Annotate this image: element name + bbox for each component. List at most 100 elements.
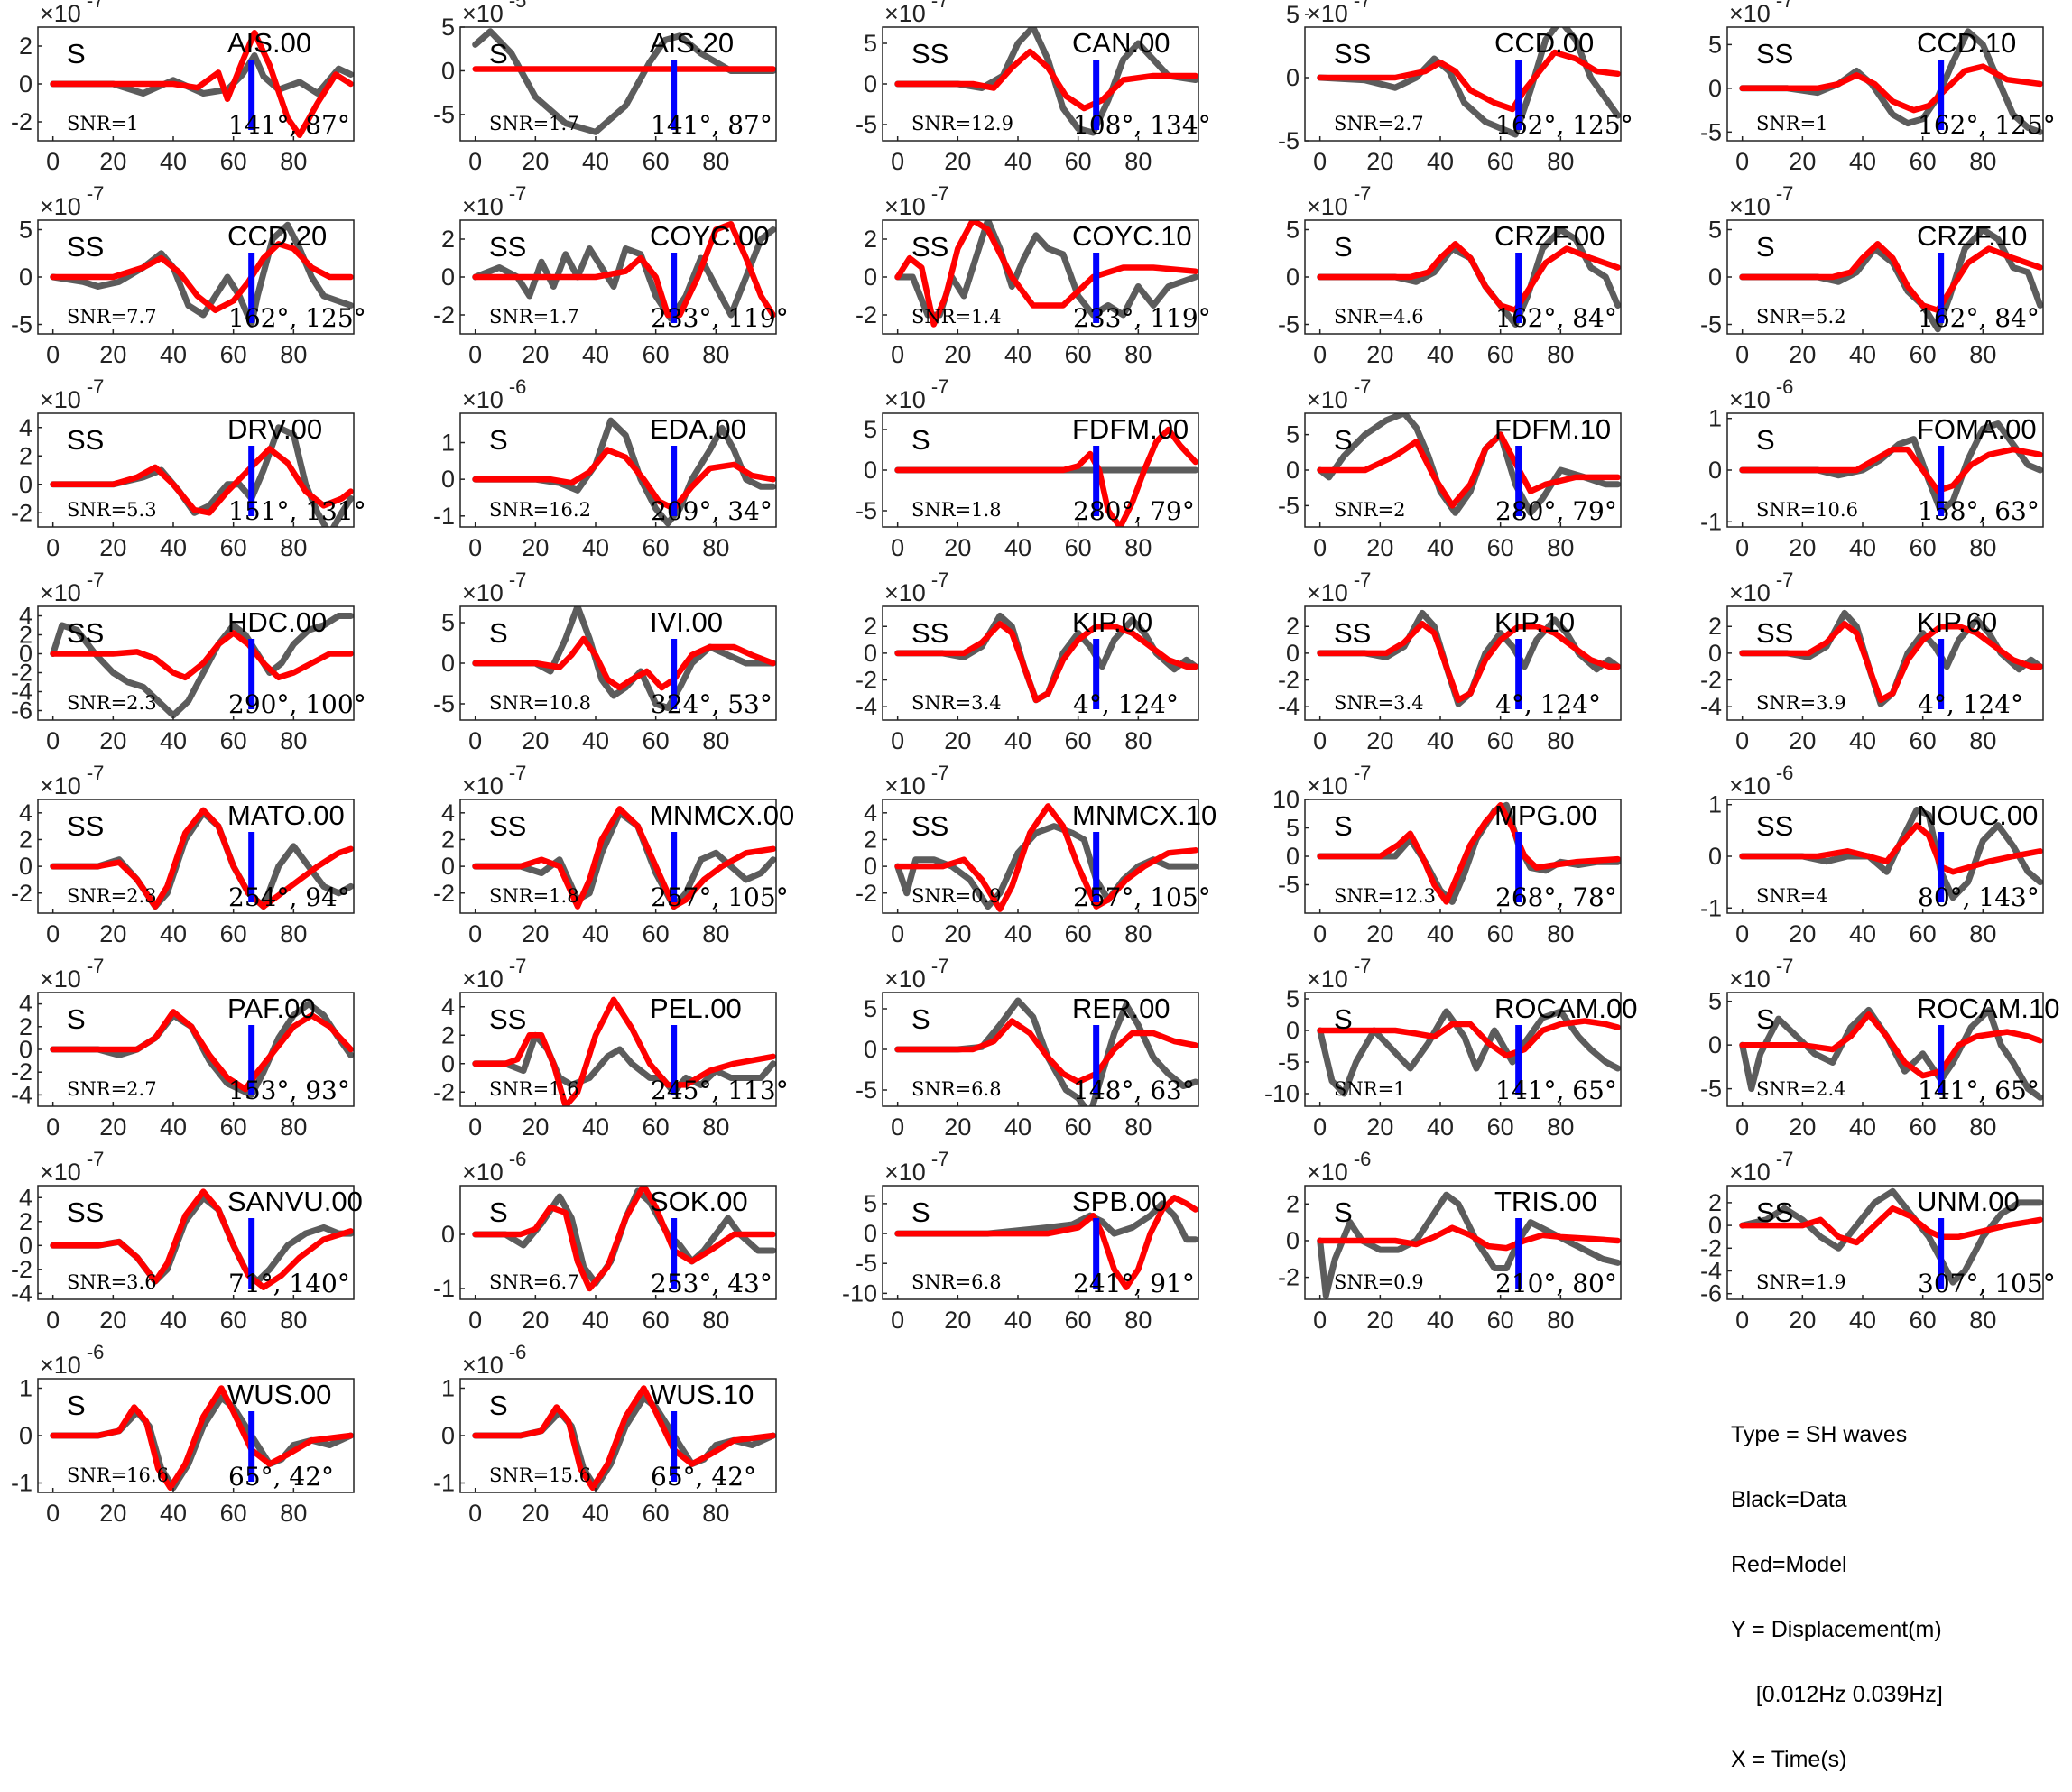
axis-multiplier: ×10 -7 <box>1307 182 1371 220</box>
azimuth-label: 210°, 80° <box>1495 1269 1617 1298</box>
axis-multiplier: ×10 -7 <box>462 762 526 799</box>
x-tick-label: 40 <box>160 341 187 368</box>
axis-exponent: -7 <box>1354 955 1372 977</box>
x-tick-label: 0 <box>1735 534 1749 561</box>
x-tick-label: 80 <box>1124 1113 1152 1141</box>
panel-foma-00: 0 20 40 60 80 -1 0 1 ×10 -6 S FOMA.00 SNR=10.6 158°, … <box>1700 375 2044 561</box>
axis-exponent: -7 <box>931 182 949 205</box>
station-label: CAN.00 <box>1072 27 1170 59</box>
x-tick-label: 0 <box>468 727 482 754</box>
x-tick-label: 20 <box>99 1500 126 1527</box>
azimuth-label: 245°, 113° <box>651 1076 789 1105</box>
axis-multiplier: ×10 -6 <box>1729 762 1793 799</box>
x-tick-label: 80 <box>1124 534 1152 561</box>
legend-band: [0.012Hz 0.039Hz] <box>1731 1682 1943 1707</box>
phase-label: S <box>489 1196 508 1228</box>
model-trace <box>894 621 1198 704</box>
x-tick-label: 40 <box>160 727 187 754</box>
model-trace <box>894 426 1198 527</box>
x-tick-label: 80 <box>702 534 729 561</box>
azimuth-label: 280°, 79° <box>1073 496 1195 526</box>
axes-box <box>459 26 777 142</box>
data-trace <box>894 823 1198 910</box>
station-label: IVI.00 <box>650 606 723 638</box>
y-tick-label: 0 <box>19 263 32 291</box>
x-tick-label: 0 <box>1313 1113 1327 1141</box>
model-trace <box>472 1186 776 1292</box>
x-tick-label: 40 <box>160 148 187 175</box>
x-tick-label: 20 <box>1789 534 1816 561</box>
model-trace <box>1739 822 2043 875</box>
x-tick-label: 40 <box>1427 920 1454 947</box>
axes-box <box>1726 992 2044 1107</box>
azimuth-label: 141°, 87° <box>651 110 772 140</box>
y-tick-label: 0 <box>441 853 455 880</box>
phase-label: SS <box>67 1196 104 1228</box>
station-label: ROCAM.00 <box>1494 993 1637 1024</box>
axis-exponent: -6 <box>509 375 527 398</box>
x-tick-label: 0 <box>1313 341 1327 368</box>
station-label: SPB.00 <box>1072 1186 1167 1217</box>
y-tick-label: 2 <box>1286 613 1300 640</box>
station-label: NOUC.00 <box>1917 799 2038 831</box>
axis-multiplier: ×10 -7 <box>1729 955 1793 993</box>
axis-exponent: -7 <box>1776 0 1794 12</box>
y-tick-label: 0 <box>441 1050 455 1077</box>
y-tick-label: -10 <box>842 1279 877 1307</box>
y-tick-label: 0 <box>864 263 877 291</box>
x-tick-label: 60 <box>1065 534 1092 561</box>
y-tick-label: -2 <box>433 301 455 328</box>
y-tick-label: -2 <box>433 1078 455 1105</box>
axis-multiplier: ×10 -7 <box>884 568 948 606</box>
axis-multiplier: ×10 -6 <box>462 1148 526 1186</box>
snr-label: SNR=2 <box>1334 499 1406 521</box>
legend-y: Y = Displacement(m) <box>1731 1617 1942 1642</box>
panel-can-00: 0 20 40 60 80 -5 0 5 ×10 -7 SS CAN.00 SNR=12.9 108°, … <box>856 0 1211 175</box>
y-tick-label: 0 <box>864 640 877 667</box>
y-tick-label: -6 <box>1700 1280 1722 1307</box>
phase-label: S <box>67 1390 86 1421</box>
y-tick-label: 0 <box>19 70 32 97</box>
x-tick-label: 0 <box>468 1113 482 1141</box>
x-tick-label: 80 <box>1547 341 1574 368</box>
y-tick-label: 0 <box>1708 75 1722 102</box>
axis-multiplier: ×10 -6 <box>40 1341 104 1379</box>
y-tick-label: 0 <box>1286 640 1300 667</box>
data-trace <box>894 27 1198 136</box>
panel-ais-20: 0 20 40 60 80 -5 0 5 ×10 -5 S AIS.20 SNR=1.7 141°, 87… <box>433 0 777 175</box>
y-tick-label: -2 <box>11 108 32 135</box>
model-trace <box>1317 802 1621 905</box>
y-tick-label: -5 <box>433 690 455 717</box>
y-tick-label: 0 <box>19 641 32 668</box>
axis-multiplier: ×10 -7 <box>884 375 948 413</box>
axis-exponent: -7 <box>509 568 527 591</box>
axes-box <box>882 799 1199 914</box>
x-tick-label: 20 <box>1789 148 1816 175</box>
axis-exponent: -7 <box>931 955 949 977</box>
x-tick-label: 80 <box>1547 148 1574 175</box>
snr-label: SNR=1.8 <box>911 499 1002 521</box>
azimuth-label: 153°, 93° <box>228 1076 350 1105</box>
phase-label: SS <box>1756 810 1793 842</box>
y-tick-label: -2 <box>11 1058 32 1085</box>
azimuth-label: 80°, 143° <box>1918 882 2040 912</box>
y-tick-label: 5 <box>441 14 455 41</box>
y-tick-label: -5 <box>1278 872 1300 899</box>
axes-box <box>1304 26 1622 142</box>
x-tick-label: 20 <box>522 727 549 754</box>
x-tick-label: 80 <box>1547 727 1574 754</box>
y-tick-label: -5 <box>856 497 877 524</box>
station-label: CCD.10 <box>1917 27 2016 59</box>
axes-box <box>37 1185 355 1300</box>
panel-rocam-00: 0 20 40 60 80 -10 -5 0 5 ×10 -7 S ROCAM.00 SNR=1 141°,… <box>1264 955 1638 1141</box>
x-tick-label: 0 <box>468 1500 482 1527</box>
panel-rocam-10: 0 20 40 60 80 -5 0 5 ×10 -7 S ROCAM.10 SNR=2.4 141°, … <box>1700 955 2060 1141</box>
axis-multiplier: ×10 -7 <box>884 182 948 220</box>
x-tick-label: 0 <box>891 1307 904 1334</box>
axis-multiplier: ×10 -7 <box>1307 568 1371 606</box>
